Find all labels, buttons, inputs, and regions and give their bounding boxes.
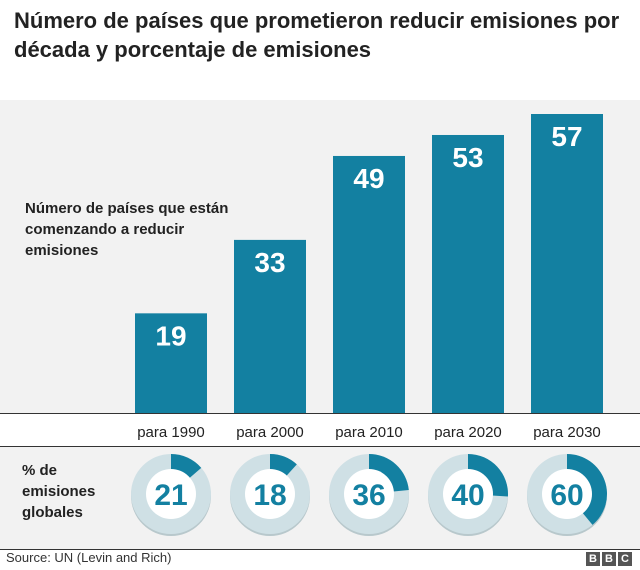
chart-title: Número de países que prometieron reducir… xyxy=(14,8,620,62)
donut-value-label: 18 xyxy=(253,479,286,512)
donut-hole xyxy=(443,469,493,519)
bar xyxy=(234,239,306,413)
donut-label: % de emisiones globales xyxy=(22,462,96,521)
x-tick-label: para 2030 xyxy=(533,424,601,441)
bar xyxy=(135,313,207,413)
x-tick-label: para 2010 xyxy=(335,424,403,441)
donut-value-label: 36 xyxy=(352,479,385,512)
bar-value-label: 19 xyxy=(155,320,186,351)
donut-value-label: 40 xyxy=(451,479,484,512)
bar-annotation: Número de países que están comenzando a … xyxy=(25,200,229,259)
donut-value-label: 60 xyxy=(550,479,583,512)
donut-hole xyxy=(344,469,394,519)
bar-value-label: 33 xyxy=(254,247,285,278)
donut-hole xyxy=(542,469,592,519)
source-note: Source: UN (Levin and Rich) xyxy=(6,550,172,565)
bar-value-label: 57 xyxy=(551,121,582,152)
x-tick-label: para 2020 xyxy=(434,424,502,441)
bar xyxy=(432,134,504,413)
donut-hole xyxy=(146,469,196,519)
donut-hole xyxy=(245,469,295,519)
x-tick-label: para 1990 xyxy=(137,424,205,441)
x-tick-label: para 2000 xyxy=(236,424,304,441)
donut-value-label: 21 xyxy=(154,479,187,512)
bar xyxy=(531,114,603,413)
bar-value-label: 53 xyxy=(452,142,483,173)
bar xyxy=(333,155,405,413)
bar-value-label: 49 xyxy=(353,163,384,194)
